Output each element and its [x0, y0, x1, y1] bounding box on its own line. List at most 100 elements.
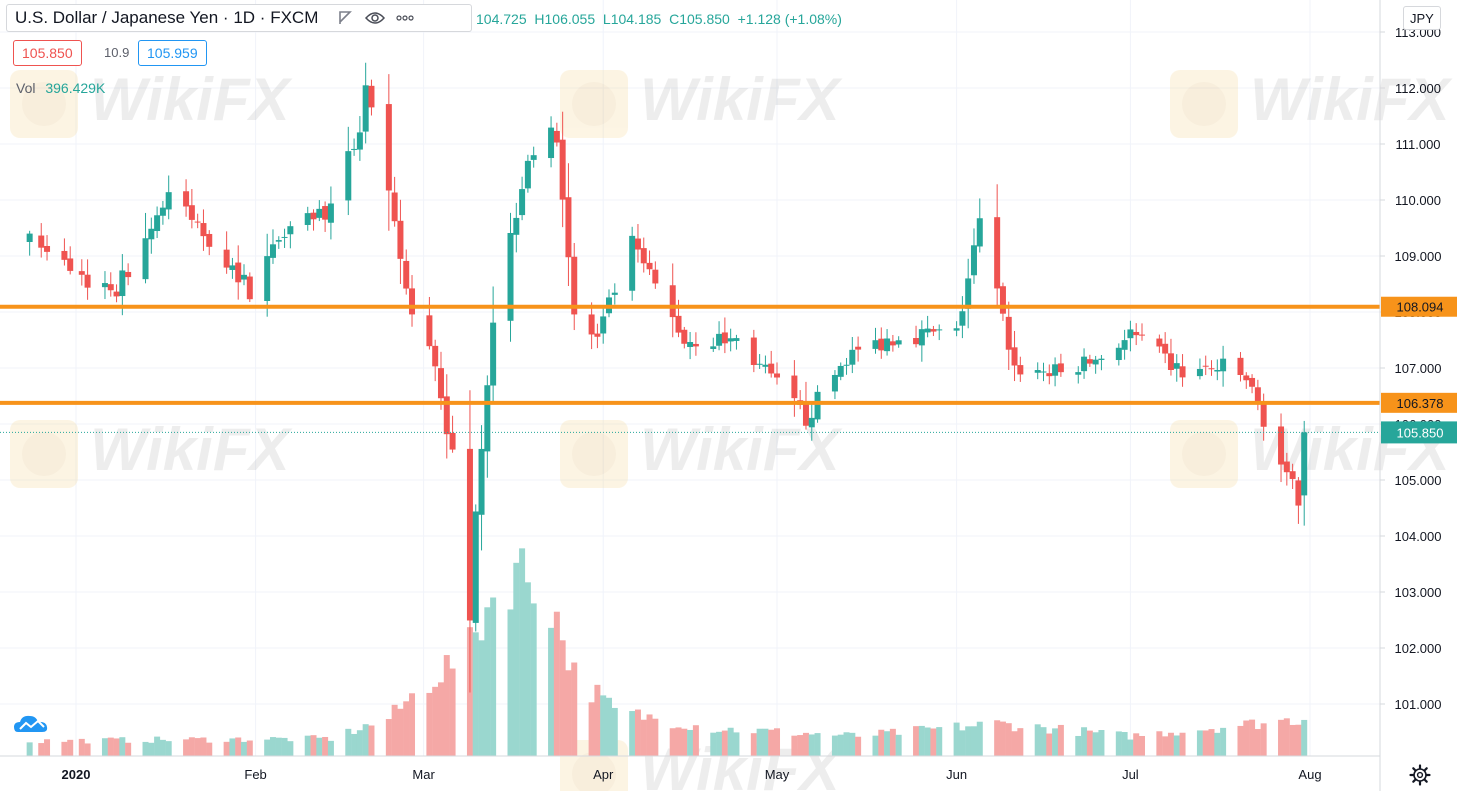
candle-down: [61, 250, 68, 260]
volume-bar: [107, 737, 114, 756]
volume-bar: [675, 727, 682, 756]
candle-down: [791, 375, 798, 399]
candle-down: [1283, 461, 1290, 473]
volume-bar: [1115, 731, 1122, 756]
currency-selector[interactable]: JPY: [1403, 6, 1441, 30]
candle-up: [159, 207, 166, 216]
volume-bar: [918, 725, 925, 756]
volume-bar: [994, 720, 1001, 756]
candle-up: [1040, 371, 1047, 373]
candle-up: [241, 274, 248, 280]
volume-bar: [1278, 719, 1285, 756]
volume-bar: [269, 737, 276, 756]
volume-bar: [750, 733, 757, 756]
candle-up: [345, 151, 352, 201]
candle-up: [924, 328, 931, 333]
volume-bar: [791, 735, 798, 756]
open-value: 104.725: [476, 11, 527, 27]
candle-up: [814, 391, 821, 420]
candle-up: [756, 363, 763, 365]
candle-down: [397, 220, 404, 259]
volume-bar: [119, 737, 126, 756]
y-tick-label: 111.000: [1395, 137, 1440, 152]
volume-bar: [188, 737, 195, 756]
candle-down: [385, 104, 392, 191]
volume-bar: [1034, 724, 1041, 756]
volume-bar: [924, 727, 931, 756]
spread-value: 10.9: [104, 45, 130, 60]
candle-down: [84, 274, 91, 288]
buy-price-button[interactable]: 105.959: [138, 40, 207, 66]
candle-up: [1301, 432, 1308, 496]
candle-up: [269, 244, 276, 258]
volume-bar: [403, 701, 410, 756]
flag-icon[interactable]: [334, 7, 356, 29]
volume-bar: [368, 725, 375, 756]
volume-bar: [432, 686, 439, 756]
volume-bar: [889, 728, 896, 756]
volume-bar: [646, 714, 653, 756]
more-icon[interactable]: [394, 7, 416, 29]
volume-bar: [362, 724, 369, 756]
y-tick-label: 102.000: [1395, 641, 1442, 656]
volume-bar: [1052, 728, 1059, 756]
volume-bar: [1260, 723, 1267, 756]
sell-price-button[interactable]: 105.850: [13, 40, 82, 66]
x-tick-label: Jul: [1122, 767, 1139, 782]
candle-down: [692, 343, 699, 347]
volume-bar: [78, 738, 85, 756]
volume-bar: [322, 736, 329, 756]
ohlc-legend: 104.725 H106.055 L104.185 C105.850 +1.12…: [476, 11, 842, 27]
volume-bar: [345, 728, 352, 756]
volume-bar: [965, 726, 972, 756]
tradingview-logo-icon[interactable]: [12, 712, 52, 738]
eye-icon[interactable]: [364, 7, 386, 29]
volume-bar: [356, 730, 363, 756]
volume-bar: [762, 728, 769, 756]
volume-bar: [449, 668, 456, 756]
volume-bar: [391, 704, 398, 756]
y-tick-label: 112.000: [1395, 81, 1441, 96]
volume-bar: [1127, 739, 1134, 756]
candle-down: [802, 401, 809, 426]
volume-bar: [600, 695, 607, 756]
volume-bar: [507, 609, 514, 756]
candle-up: [716, 333, 723, 346]
candle-down: [1202, 365, 1209, 367]
volume-bar: [183, 739, 190, 756]
volume-bar: [611, 707, 618, 756]
volume-bar: [235, 737, 242, 756]
volume-bar: [849, 732, 856, 756]
volume-bar: [553, 611, 560, 756]
candle-up: [1098, 358, 1105, 360]
candle-down: [1057, 363, 1064, 373]
volume-bar: [1173, 735, 1180, 756]
candle-up: [530, 155, 537, 160]
candle-up: [1075, 372, 1082, 375]
volume-bar: [206, 742, 213, 756]
y-tick-label: 110.000: [1395, 193, 1441, 208]
candle-down: [1278, 426, 1285, 465]
x-tick-label: Feb: [244, 767, 266, 782]
symbol-name: U.S. Dollar / Japanese Yen: [15, 8, 219, 27]
symbol-header[interactable]: U.S. Dollar / Japanese Yen · 1D · FXCM: [6, 4, 472, 32]
candle-up: [895, 340, 902, 345]
gear-icon[interactable]: [1408, 763, 1432, 787]
volume-bar: [1156, 731, 1163, 756]
volume-bar: [478, 640, 485, 756]
volume-bar: [1138, 735, 1145, 756]
volume-label: Vol: [16, 80, 36, 96]
watermark-logo-icon: [22, 432, 66, 476]
candle-up: [524, 160, 531, 189]
candle-up: [362, 85, 369, 132]
candle-up: [976, 218, 983, 247]
volume-value: 396.429K: [45, 80, 106, 96]
candle-up: [843, 364, 850, 366]
volume-bar: [634, 709, 641, 756]
volume-bar: [559, 640, 566, 756]
watermark-logo-icon: [22, 82, 66, 126]
candle-down: [774, 373, 781, 378]
volume-bar: [594, 684, 601, 756]
